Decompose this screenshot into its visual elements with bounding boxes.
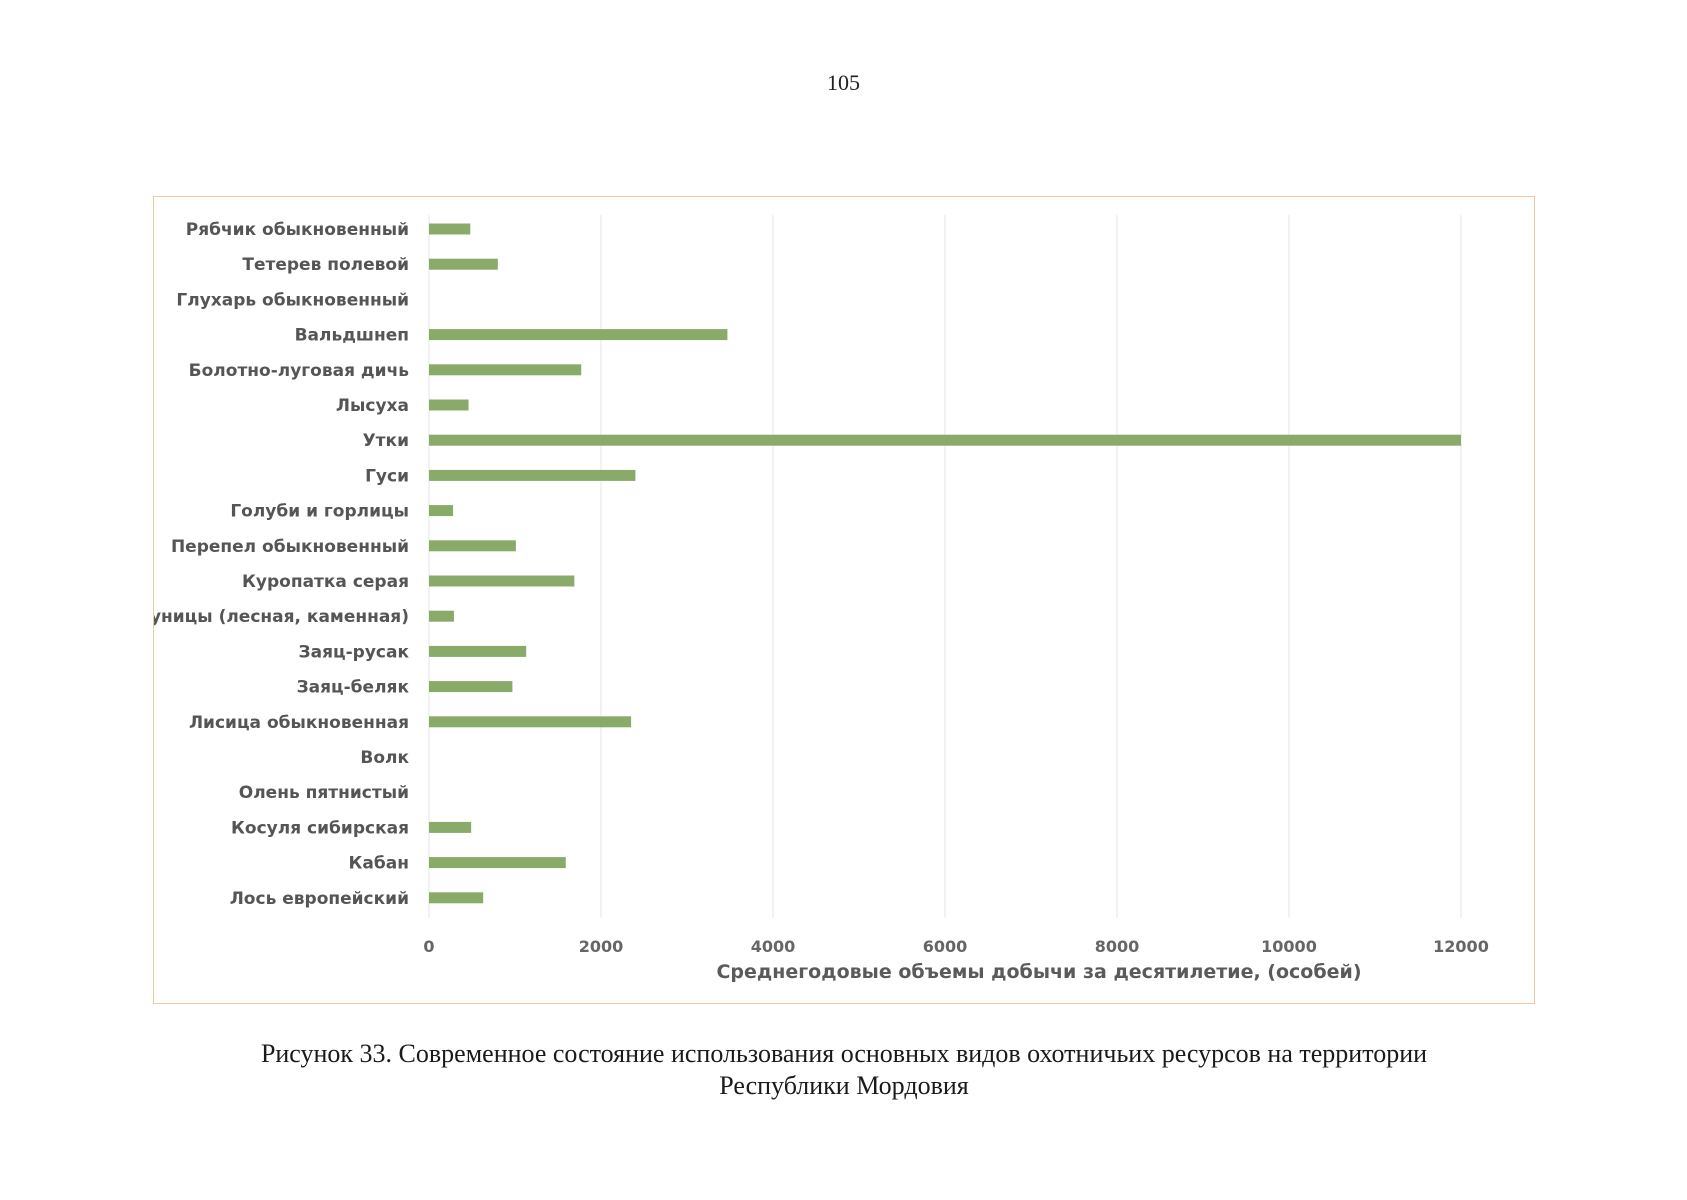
category-label: Олень пятнистый [239, 783, 409, 803]
figure-caption: Рисунок 33. Современное состояние исполь… [153, 1038, 1535, 1102]
chart-frame: Рябчик обыкновенный Тетерев полевой Глухар… [153, 196, 1535, 1004]
category-labels: Рябчик обыкновенный Тетерев полевой Глухар… [154, 220, 409, 909]
bar [429, 681, 513, 693]
bar [429, 821, 472, 833]
category-label: Глухарь обыкновенный [176, 290, 409, 310]
bar [429, 223, 471, 235]
x-tick-label: 0 [423, 937, 434, 956]
category-label: Тетерев полевой [242, 255, 409, 275]
x-tick-label: 8000 [1095, 937, 1140, 956]
bar [429, 892, 484, 904]
caption-line-2: Республики Мордовия [719, 1071, 969, 1100]
bar [429, 575, 575, 587]
bar [429, 505, 454, 517]
category-label: Болотно-луговая дичь [189, 361, 409, 381]
category-label: Лось европейский [230, 889, 409, 909]
category-label: Косуля сибирская [231, 818, 409, 838]
bar [429, 645, 527, 657]
category-label: Кабан [349, 854, 409, 874]
caption-line-1: Рисунок 33. Современное состояние исполь… [260, 1039, 1428, 1068]
bar [429, 610, 454, 622]
category-label: Куницы (лесная, каменная) [154, 607, 409, 627]
category-label: Вальдшнеп [295, 326, 409, 346]
category-label: Утки [363, 431, 409, 451]
category-label: Заяц-беляк [297, 678, 410, 698]
bar [429, 399, 469, 411]
category-label: Рябчик обыкновенный [186, 220, 409, 240]
category-label: Лысуха [336, 396, 409, 416]
category-label: Волк [360, 748, 409, 768]
page-number: 105 [827, 70, 860, 95]
x-tick-labels: 0 2000 4000 6000 8000 10000 12000 [423, 937, 1488, 956]
x-axis-title: Среднегодовые объемы добычи за десятилет… [716, 961, 1361, 983]
bar [429, 540, 516, 552]
category-label: Перепел обыкновенный [171, 537, 409, 557]
x-tick-label: 6000 [923, 937, 968, 956]
x-tick-label: 2000 [579, 937, 624, 956]
bar [429, 469, 636, 481]
category-label: Лисица обыкновенная [189, 713, 409, 733]
gridlines [428, 215, 1462, 918]
category-label: Заяц-русак [299, 642, 410, 662]
category-label: Куропатка серая [242, 572, 409, 592]
bar [429, 434, 1461, 446]
category-label: Гуси [365, 466, 409, 486]
x-tick-label: 4000 [751, 937, 796, 956]
bar [429, 857, 566, 869]
category-label: Голуби и горлицы [230, 502, 409, 522]
x-tick-label: 12000 [1433, 937, 1489, 956]
bar [429, 329, 728, 341]
bar [429, 716, 632, 728]
x-tick-label: 10000 [1261, 937, 1317, 956]
bar-chart: Рябчик обыкновенный Тетерев полевой Глухар… [154, 215, 1489, 983]
bar [429, 258, 498, 270]
bars [429, 223, 1461, 904]
bar [429, 364, 582, 376]
